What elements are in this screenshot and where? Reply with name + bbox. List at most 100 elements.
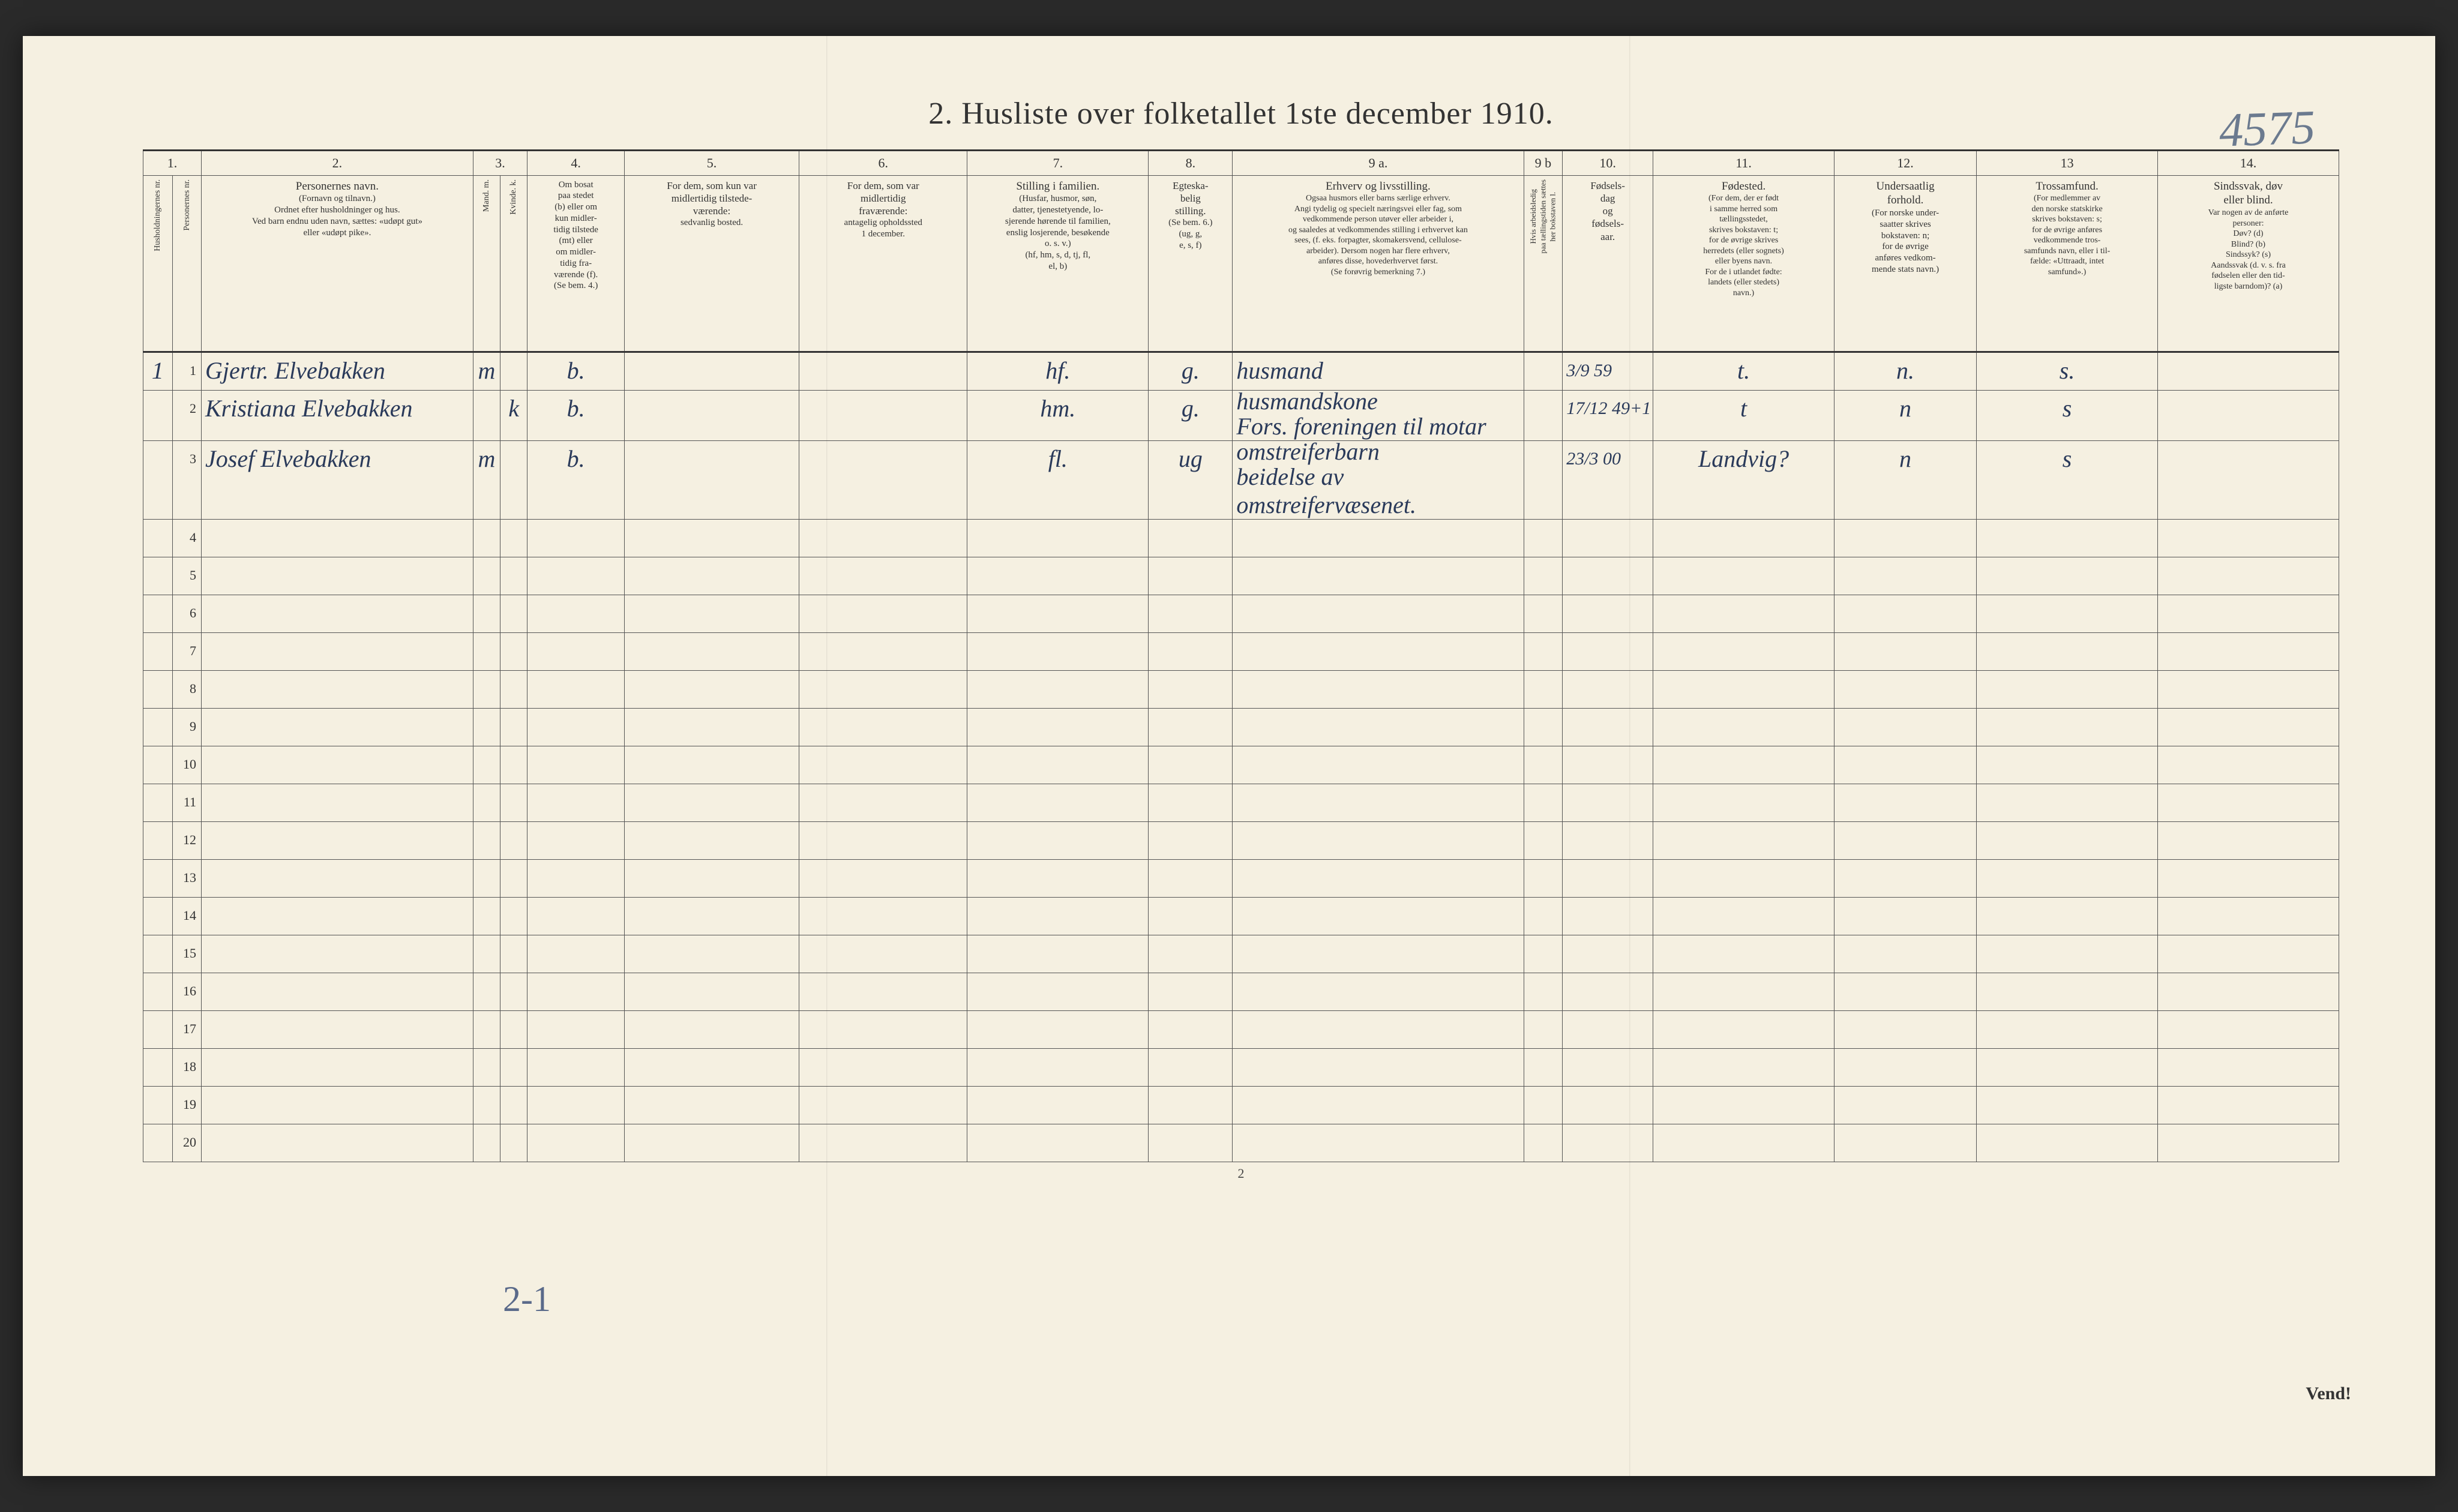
cell: ug xyxy=(1149,440,1233,519)
cell xyxy=(143,519,173,557)
cell xyxy=(1524,440,1563,519)
cell xyxy=(1834,935,1976,973)
table-row: 2Kristiana Elvebakkenkb.hm.g.husmandskon… xyxy=(143,390,2339,440)
cell xyxy=(1834,746,1976,784)
cell xyxy=(1653,973,1834,1010)
table-row: 4 xyxy=(143,519,2339,557)
cell xyxy=(1524,519,1563,557)
cell xyxy=(1563,1010,1653,1048)
hdr-fravarende: For dem, som var midlertidig fraværende:… xyxy=(799,175,967,352)
table-row: 20 xyxy=(143,1124,2339,1162)
cell: fl. xyxy=(967,440,1149,519)
cell xyxy=(1149,859,1233,897)
cell xyxy=(1524,708,1563,746)
cell xyxy=(625,1010,799,1048)
cell xyxy=(625,352,799,390)
cell xyxy=(202,670,473,708)
cell xyxy=(1653,897,1834,935)
colnum-8: 8. xyxy=(1149,151,1233,176)
cell: 4 xyxy=(172,519,202,557)
cell xyxy=(202,632,473,670)
cell xyxy=(500,440,527,519)
cell xyxy=(1653,1048,1834,1086)
cell xyxy=(1233,973,1524,1010)
cell xyxy=(527,935,625,973)
hdr-erhverv: Erhverv og livsstilling. Ogsaa husmors e… xyxy=(1233,175,1524,352)
cell xyxy=(967,784,1149,821)
table-row: 5 xyxy=(143,557,2339,595)
cell xyxy=(527,1010,625,1048)
census-table: 1. 2. 3. 4. 5. 6. 7. 8. 9 a. 9 b 10. 11.… xyxy=(143,149,2339,1162)
cell xyxy=(1149,973,1233,1010)
cell xyxy=(1563,1048,1653,1086)
turn-over-label: Vend! xyxy=(2306,1384,2351,1404)
cell: hf. xyxy=(967,352,1149,390)
cell xyxy=(2158,973,2339,1010)
cell xyxy=(625,595,799,632)
cell xyxy=(2158,1124,2339,1162)
cell xyxy=(967,708,1149,746)
cell xyxy=(1834,821,1976,859)
hdr-erh-s: Ogsaa husmors eller barns særlige erhver… xyxy=(1235,193,1521,277)
cell xyxy=(527,784,625,821)
cell xyxy=(625,670,799,708)
cell xyxy=(2158,1048,2339,1086)
colnum-4: 4. xyxy=(527,151,625,176)
table-row: 3Josef Elvebakkenmb.fl.ugomstreiferbarnb… xyxy=(143,440,2339,519)
cell xyxy=(1524,1010,1563,1048)
cell xyxy=(625,935,799,973)
cell xyxy=(1233,632,1524,670)
cell xyxy=(1977,632,2158,670)
hdr-tilstede-s: sedvanlig bosted. xyxy=(627,217,796,229)
cell: g. xyxy=(1149,390,1233,440)
cell xyxy=(1834,859,1976,897)
cell xyxy=(625,1048,799,1086)
cell xyxy=(1149,519,1233,557)
cell: hm. xyxy=(967,390,1149,440)
page-number: 2 xyxy=(143,1166,2339,1181)
table-row: 9 xyxy=(143,708,2339,746)
cell xyxy=(500,670,527,708)
cell xyxy=(2158,746,2339,784)
table-row: 13 xyxy=(143,859,2339,897)
cell xyxy=(473,632,500,670)
cell xyxy=(2158,557,2339,595)
cell xyxy=(1524,935,1563,973)
cell xyxy=(799,821,967,859)
hdr-navn: Personernes navn. (Fornavn og tilnavn.) … xyxy=(202,175,473,352)
cell xyxy=(1653,1124,1834,1162)
cell xyxy=(1653,670,1834,708)
cell xyxy=(1834,1048,1976,1086)
cell xyxy=(527,1124,625,1162)
hdr-tro-t: Trossamfund. xyxy=(1979,179,2155,194)
hdr-fod-s: (For dem, der er født i samme herred som… xyxy=(1656,193,1831,298)
cell xyxy=(473,821,500,859)
cell xyxy=(625,973,799,1010)
cell xyxy=(967,519,1149,557)
cell xyxy=(625,784,799,821)
cell xyxy=(1233,746,1524,784)
cell: 6 xyxy=(172,595,202,632)
cell xyxy=(1233,897,1524,935)
cell xyxy=(799,632,967,670)
cell xyxy=(1563,595,1653,632)
hdr-egt-s: (Se bem. 6.) (ug, g, e, s, f) xyxy=(1151,217,1230,251)
cell xyxy=(473,746,500,784)
cell xyxy=(799,390,967,440)
cell: 18 xyxy=(172,1048,202,1086)
cell xyxy=(527,746,625,784)
cell xyxy=(500,746,527,784)
cell xyxy=(799,519,967,557)
cell xyxy=(1977,821,2158,859)
cell: 11 xyxy=(172,784,202,821)
cell: Josef Elvebakken xyxy=(202,440,473,519)
hdr-stilling: Stilling i familien. (Husfar, husmor, sø… xyxy=(967,175,1149,352)
cell xyxy=(500,557,527,595)
cell: 1 xyxy=(172,352,202,390)
cell xyxy=(1834,632,1976,670)
cell xyxy=(143,557,173,595)
cell: husmandskoneFors. foreningen til motar xyxy=(1233,390,1524,440)
cell xyxy=(1233,935,1524,973)
cell xyxy=(1524,1086,1563,1124)
cell: s xyxy=(1977,440,2158,519)
